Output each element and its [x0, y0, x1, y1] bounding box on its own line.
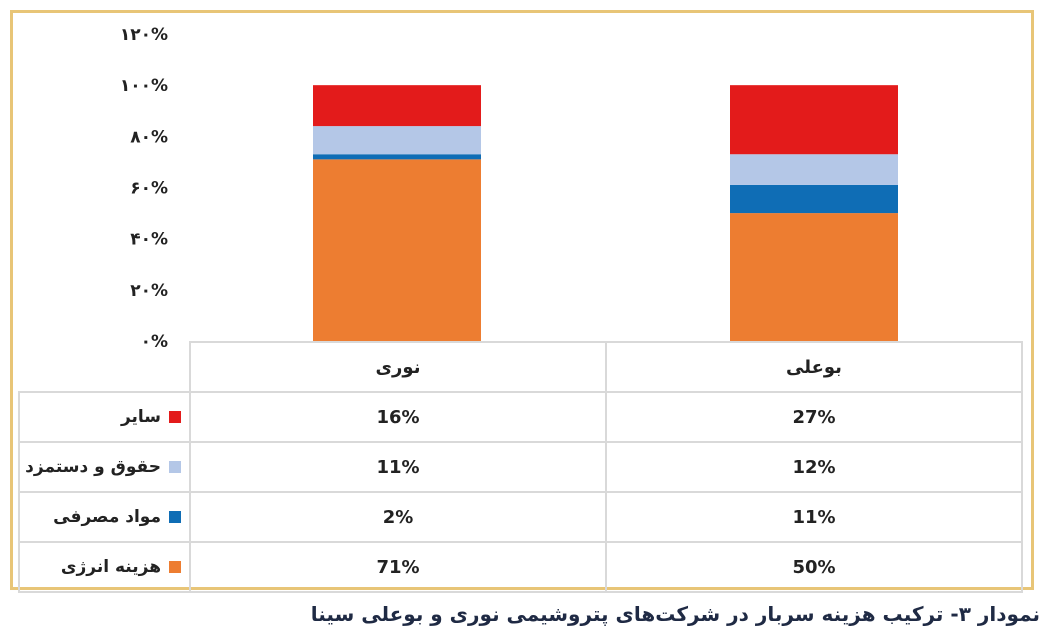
table-row: سایر 16% 27%: [18, 391, 1023, 443]
bar-segment: [313, 85, 481, 127]
table-cell: 16%: [189, 391, 607, 443]
y-tick-label: ۱۲۰%: [120, 25, 168, 45]
y-tick-label: ۱۰۰%: [120, 76, 168, 96]
table-cell: 50%: [605, 541, 1023, 593]
table-row: هزینه انرژی 71% 50%: [18, 541, 1023, 593]
legend-label: مواد مصرفی: [53, 507, 161, 527]
figure-caption: نمودار ۳- ترکیب هزینه سربار در شرکت‌های …: [310, 602, 1040, 626]
table-cell: 12%: [605, 441, 1023, 493]
table-row: مواد مصرفی 2% 11%: [18, 491, 1023, 543]
table-corner: [19, 342, 191, 393]
bar-segment: [730, 154, 898, 185]
bars: [313, 85, 898, 341]
legend-label: حقوق و دستمزد: [25, 457, 161, 477]
y-tick-label: ۲۰%: [130, 281, 168, 301]
category-label-1: بوعلی: [605, 341, 1023, 393]
bar-segment: [730, 85, 898, 155]
table-cell: 2%: [189, 491, 607, 543]
table-cell: 71%: [189, 541, 607, 593]
legend-entry-salary: حقوق و دستمزد: [18, 441, 191, 493]
bar-segment: [730, 184, 898, 214]
bar-segment: [730, 213, 898, 341]
bar-segment: [313, 126, 481, 155]
legend-swatch: [169, 461, 181, 473]
table-cell: 11%: [605, 491, 1023, 543]
legend-label: سایر: [120, 407, 161, 427]
legend-swatch: [169, 511, 181, 523]
y-tick-label: ۸۰%: [130, 127, 168, 147]
bar-segment: [313, 159, 481, 341]
table-header-row: نوری بوعلی: [19, 341, 1023, 393]
legend-entry-energy: هزینه انرژی: [18, 541, 191, 593]
legend-entry-sayer: سایر: [18, 391, 191, 443]
y-axis-ticks: ۰%۲۰%۴۰%۶۰%۸۰%۱۰۰%۱۲۰%: [120, 25, 168, 352]
category-label-0: نوری: [189, 341, 607, 393]
y-tick-label: ۴۰%: [130, 230, 168, 250]
table-cell: 11%: [189, 441, 607, 493]
table-cell: 27%: [605, 391, 1023, 443]
table-row: حقوق و دستمزد 11% 12%: [18, 441, 1023, 493]
legend-swatch: [169, 561, 181, 573]
bar-segment: [313, 154, 481, 160]
legend-label: هزینه انرژی: [60, 557, 161, 577]
data-table: نوری بوعلی سایر 16% 27% حقوق و دستمزد 11…: [18, 341, 1023, 593]
legend-swatch: [169, 411, 181, 423]
legend-entry-materials: مواد مصرفی: [18, 491, 191, 543]
y-tick-label: ۶۰%: [130, 179, 168, 199]
